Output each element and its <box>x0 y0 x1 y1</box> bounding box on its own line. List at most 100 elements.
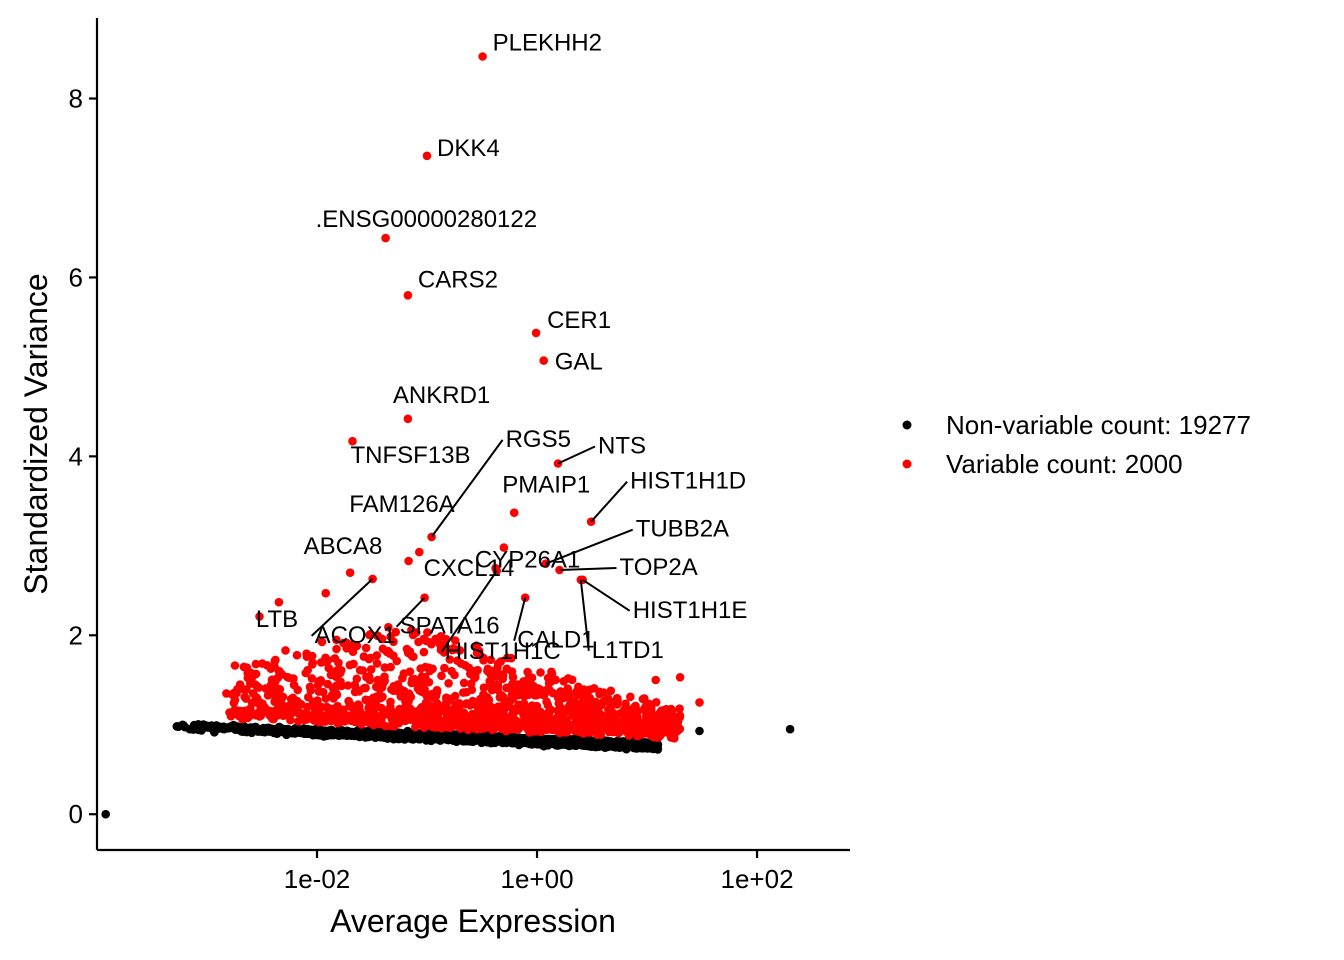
variable-point <box>605 709 615 719</box>
variable-point <box>428 664 437 674</box>
gene-label: FAM126A <box>349 491 454 518</box>
variable-point <box>459 688 468 697</box>
variable-point <box>520 692 529 701</box>
variable-point <box>631 701 640 711</box>
y-axis-title: Standardized Variance <box>18 273 54 594</box>
x-tick-label: 1e+00 <box>501 864 574 894</box>
variable-point <box>656 730 665 740</box>
variable-point <box>256 711 266 720</box>
y-tick-label: 8 <box>69 84 83 114</box>
labeled-gene-point <box>403 414 413 424</box>
variable-point <box>384 622 393 632</box>
leader-line <box>557 445 596 465</box>
variable-point <box>255 612 264 621</box>
leader-line <box>513 597 527 641</box>
variable-point <box>673 721 682 730</box>
labeled-gene-point <box>403 291 413 300</box>
variable-point <box>314 687 324 696</box>
variable-point <box>574 682 583 692</box>
y-tick-label: 4 <box>69 441 83 471</box>
variable-point <box>675 673 685 682</box>
non-variable-point <box>424 732 434 742</box>
variable-point <box>611 696 621 705</box>
variable-point <box>488 725 497 735</box>
variable-point <box>425 638 435 647</box>
variable-point <box>486 678 496 687</box>
variable-point <box>361 643 371 653</box>
leader-line <box>310 578 374 637</box>
variable-point <box>695 698 704 707</box>
variable-point <box>281 646 290 655</box>
labeled-gene-point <box>531 328 541 338</box>
non-variable-point <box>591 741 600 750</box>
variable-point <box>556 687 565 696</box>
variable-point <box>263 691 273 700</box>
non-variable-point <box>301 727 311 737</box>
label-leader-lines <box>310 439 634 653</box>
gene-label: .ENSG00000280122 <box>316 206 538 233</box>
variable-point <box>242 685 251 694</box>
variable-point <box>316 677 326 687</box>
gene-label: CALD1 <box>517 627 594 654</box>
variable-point <box>284 673 294 683</box>
variable-point <box>280 703 290 713</box>
variable-point <box>321 588 331 598</box>
non-variable-point <box>330 727 340 737</box>
variable-point <box>222 689 231 698</box>
variable-point <box>398 715 407 724</box>
variable-point <box>321 694 331 703</box>
variable-point <box>502 664 512 674</box>
variable-point <box>271 677 280 687</box>
variable-point <box>414 677 423 687</box>
variable-point <box>430 723 440 732</box>
variable-point <box>286 709 295 719</box>
variable-point <box>484 701 494 711</box>
variable-point <box>352 641 362 651</box>
variable-point <box>665 710 675 719</box>
variable-point <box>545 686 554 695</box>
variable-point <box>273 684 283 694</box>
variable-point <box>377 634 387 644</box>
variable-point <box>570 703 580 713</box>
leader-line <box>559 567 617 571</box>
variable-point <box>378 644 388 654</box>
labeled-gene-point <box>478 52 487 61</box>
variable-point <box>461 699 471 709</box>
variable-point <box>305 682 315 692</box>
labeled-gene-point <box>422 151 432 161</box>
variable-point <box>251 659 261 669</box>
variable-point <box>432 687 442 697</box>
variable-point <box>453 656 462 665</box>
leader-line <box>395 597 426 628</box>
y-tick-label: 6 <box>69 262 83 292</box>
non-variable-point <box>288 727 298 736</box>
non-variable-point <box>603 737 613 746</box>
variable-point <box>332 644 341 654</box>
variable-point <box>417 716 426 725</box>
variable-point <box>401 697 410 706</box>
variable-point <box>239 662 249 672</box>
variable-point <box>405 704 415 713</box>
gene-label: ABCA8 <box>304 533 383 560</box>
variable-point <box>623 720 632 730</box>
variable-point <box>361 683 370 693</box>
variable-point <box>343 681 353 690</box>
non-variable-point <box>484 733 494 743</box>
variable-point <box>389 717 398 726</box>
variable-point <box>411 722 420 732</box>
gene-labels: PLEKHH2 DKK4 .ENSG00000280122 CARS2 CER1 GAL A… <box>256 30 748 665</box>
variable-point <box>366 665 376 674</box>
variable-point <box>328 690 337 700</box>
gene-label: L1TD1 <box>592 637 664 664</box>
gene-label: PMAIP1 <box>502 472 590 499</box>
non-variable-point <box>650 741 660 750</box>
variable-point <box>345 568 355 577</box>
variable-point <box>365 698 374 708</box>
variable-point <box>640 694 649 703</box>
gene-label: DKK4 <box>437 135 500 162</box>
non-variable-point <box>475 734 484 744</box>
variable-point <box>328 706 338 716</box>
variable-point <box>500 696 510 705</box>
variable-point <box>532 706 541 716</box>
variable-point <box>230 661 240 670</box>
